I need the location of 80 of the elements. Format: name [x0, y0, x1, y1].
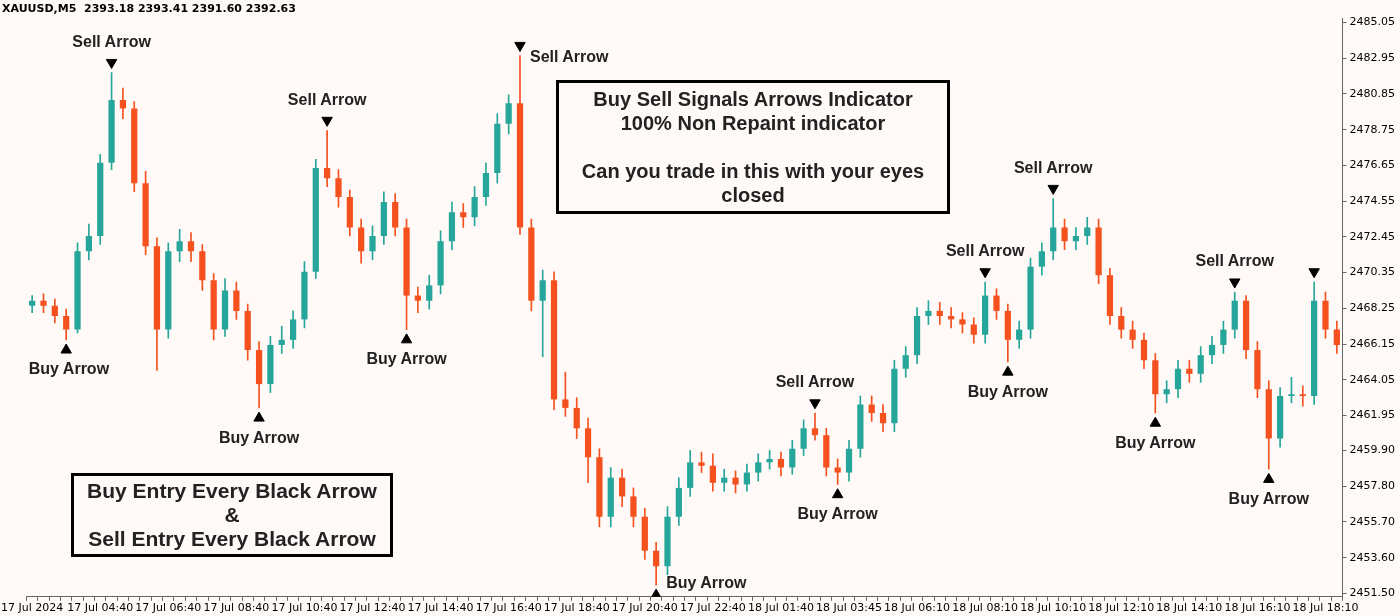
y-tick-label: 2470.35 [1349, 265, 1396, 279]
point [1263, 472, 1275, 483]
y-tick-label: 2455.70 [1349, 514, 1396, 528]
x-tick-label: 17 Jul 2024 [1, 601, 64, 615]
data-label: Buy Arrow [967, 382, 1049, 400]
data-label: Sell Arrow [287, 90, 367, 108]
point [1229, 278, 1241, 289]
point [1149, 416, 1162, 427]
framed-note: Buy Sell Signals Arrows Indicator 100% Non Repaint indicator Can you trade in this with your eyes closed [556, 80, 950, 214]
x-tick-label: 17 Jul 14:40 [407, 601, 474, 615]
data-label: Buy Arrow [797, 505, 879, 523]
x-tick-label: 18 Jul 18:10 [1292, 601, 1359, 615]
data-label: Sell Arrow [72, 32, 152, 50]
y-tick-label: 2485.05 [1349, 15, 1396, 29]
x-tick-label: 18 Jul 16:10 [1224, 601, 1291, 615]
point [1308, 268, 1320, 279]
data-label: Sell Arrow [1195, 252, 1275, 270]
candlestick [324, 130, 331, 188]
chart-title: XAUUSD,M5 2393.18 2393.41 2391.60 2392.63 [2, 2, 296, 16]
data-label: Sell Arrow [1013, 158, 1094, 176]
x-tick-label: 17 Jul 22:40 [679, 601, 746, 615]
candlestick [936, 302, 943, 325]
candlestick [811, 412, 819, 441]
x-tick-label: 18 Jul 06:10 [884, 601, 951, 615]
candlestick [721, 468, 728, 492]
y-tick-label: 2464.05 [1349, 372, 1396, 386]
y-tick-label: 2466.15 [1349, 336, 1396, 350]
x-tick-label: 18 Jul 10:10 [1020, 601, 1087, 615]
point [1002, 365, 1014, 376]
x-tick-label: 18 Jul 03:45 [816, 601, 882, 615]
y-tick-label: 2461.95 [1349, 408, 1396, 422]
data-label: Buy Arrow [28, 360, 110, 378]
data-label: Buy Arrow [1228, 489, 1310, 507]
y-tick-label: 2451.50 [1349, 586, 1396, 600]
x-tick-label: 17 Jul 08:40 [203, 601, 270, 615]
point [105, 58, 118, 69]
x-tick-label: 17 Jul 10:40 [271, 601, 338, 615]
x-tick-label: 18 Jul 14:10 [1156, 601, 1223, 615]
candlestick [29, 295, 36, 313]
x-tick-label: 17 Jul 06:40 [135, 601, 202, 615]
candlestick [460, 203, 467, 228]
data-label: Sell Arrow [775, 373, 855, 391]
point [1047, 184, 1059, 195]
candlestick [1299, 385, 1306, 407]
point [514, 41, 526, 52]
x-tick-label: 18 Jul 08:10 [952, 601, 1019, 615]
point [321, 116, 333, 127]
x-tick-label: 18 Jul 12:10 [1088, 601, 1155, 615]
y-tick-label: 2453.60 [1349, 550, 1396, 564]
data-label: Sell Arrow [530, 47, 610, 65]
x-tick-label: 17 Jul 04:40 [67, 601, 134, 615]
x-tick-label: 17 Jul 18:40 [543, 601, 610, 615]
y-tick-label: 2478.75 [1349, 122, 1396, 136]
data-label: Buy Arrow [218, 428, 300, 446]
x-tick-label: 18 Jul 01:40 [747, 601, 814, 615]
candlestick [539, 269, 546, 358]
y-tick-label: 2482.95 [1349, 51, 1396, 65]
y-tick-label: 2480.85 [1349, 86, 1396, 100]
y-tick-label: 2468.25 [1349, 301, 1396, 315]
y-tick-label: 2474.55 [1349, 194, 1396, 207]
point [400, 333, 413, 344]
data-label: Buy Arrow [666, 573, 747, 591]
point [60, 343, 72, 354]
data-label: Buy Arrow [366, 350, 448, 368]
x-tick-label: 17 Jul 20:40 [611, 601, 678, 615]
x-tick-label: 17 Jul 12:40 [339, 601, 406, 615]
candlestick [414, 286, 422, 313]
point [979, 268, 991, 279]
data-label: Buy Arrow [1115, 433, 1197, 451]
candlestick [1072, 227, 1080, 250]
candlestick [278, 325, 285, 354]
point [831, 488, 844, 499]
y-tick-label: 2459.90 [1349, 443, 1396, 457]
x-tick-label: 17 Jul 16:40 [475, 601, 542, 615]
framed-note: Buy Entry Every Black Arrow & Sell Entry Every Black Arrow [71, 473, 393, 558]
y-tick-label: 2472.45 [1349, 229, 1396, 243]
y-tick-label: 2457.80 [1349, 479, 1396, 493]
y-tick-label: 2476.65 [1349, 158, 1396, 172]
data-label: Sell Arrow [945, 242, 1025, 260]
point [253, 411, 265, 422]
